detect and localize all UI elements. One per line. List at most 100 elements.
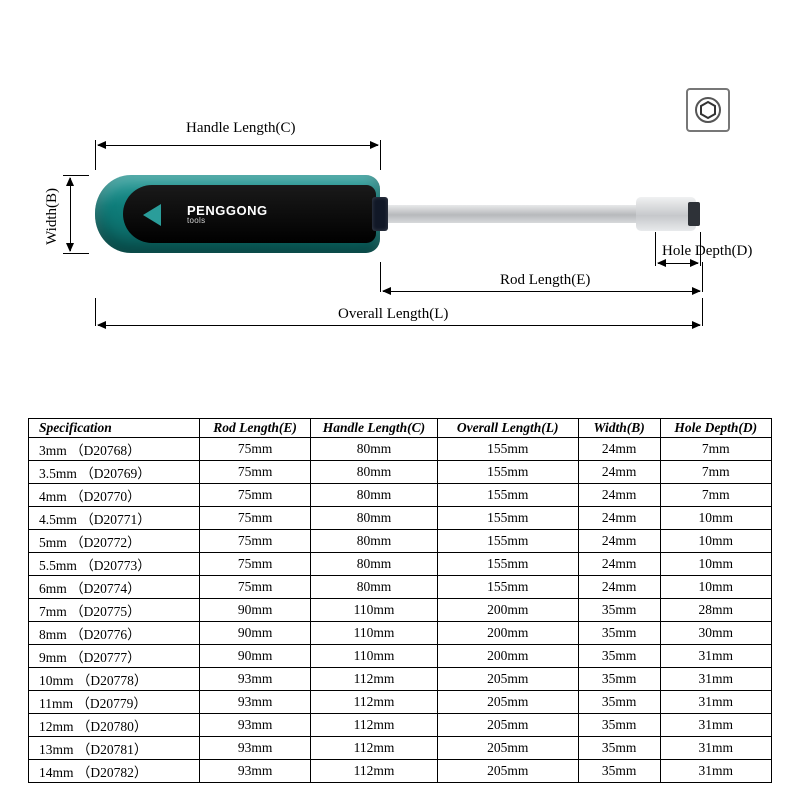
- label-overall-length: Overall Length(L): [338, 306, 448, 323]
- table-row: 5mm （D20772）75mm80mm155mm24mm10mm: [29, 530, 772, 553]
- table-cell: 80mm: [311, 530, 437, 553]
- table-cell: 75mm: [199, 438, 310, 461]
- table-cell: 80mm: [311, 553, 437, 576]
- table-cell: 200mm: [437, 599, 578, 622]
- table-cell: 24mm: [578, 576, 660, 599]
- table-cell: 31mm: [660, 645, 772, 668]
- table-cell: 8mm （D20776）: [29, 622, 200, 645]
- label-handle-length: Handle Length(C): [186, 120, 296, 137]
- arrow-overall-length: [98, 325, 700, 326]
- table-cell: 112mm: [311, 668, 437, 691]
- table-cell: 14mm （D20782）: [29, 760, 200, 783]
- table-cell: 200mm: [437, 645, 578, 668]
- table-cell: 75mm: [199, 461, 310, 484]
- table-cell: 155mm: [437, 438, 578, 461]
- table-cell: 155mm: [437, 553, 578, 576]
- table-cell: 93mm: [199, 760, 310, 783]
- table-cell: 155mm: [437, 461, 578, 484]
- table-cell: 24mm: [578, 507, 660, 530]
- table-cell: 24mm: [578, 484, 660, 507]
- table-cell: 93mm: [199, 668, 310, 691]
- table-row: 14mm （D20782）93mm112mm205mm35mm31mm: [29, 760, 772, 783]
- table-cell: 112mm: [311, 760, 437, 783]
- table-cell: 35mm: [578, 691, 660, 714]
- table-cell: 24mm: [578, 530, 660, 553]
- table-row: 6mm （D20774）75mm80mm155mm24mm10mm: [29, 576, 772, 599]
- table-cell: 35mm: [578, 737, 660, 760]
- table-cell: 4.5mm （D20771）: [29, 507, 200, 530]
- table-cell: 155mm: [437, 576, 578, 599]
- table-cell: 90mm: [199, 599, 310, 622]
- table-cell: 30mm: [660, 622, 772, 645]
- table-row: 3mm （D20768）75mm80mm155mm24mm7mm: [29, 438, 772, 461]
- brand-logo: PENGGONG tools: [187, 203, 268, 225]
- table-cell: 3.5mm （D20769）: [29, 461, 200, 484]
- table-row: 12mm （D20780）93mm112mm205mm35mm31mm: [29, 714, 772, 737]
- table-cell: 24mm: [578, 461, 660, 484]
- table-cell: 31mm: [660, 691, 772, 714]
- table-cell: 75mm: [199, 484, 310, 507]
- table-cell: 3mm （D20768）: [29, 438, 200, 461]
- table-cell: 7mm: [660, 461, 772, 484]
- label-width: Width(B): [44, 188, 61, 245]
- table-cell: 5.5mm （D20773）: [29, 553, 200, 576]
- table-cell: 24mm: [578, 553, 660, 576]
- table-cell: 112mm: [311, 714, 437, 737]
- table-row: 8mm （D20776）90mm110mm200mm35mm30mm: [29, 622, 772, 645]
- table-row: 7mm （D20775）90mm110mm200mm35mm28mm: [29, 599, 772, 622]
- hex-socket-icon: [686, 88, 730, 132]
- table-cell: 80mm: [311, 438, 437, 461]
- table-cell: 80mm: [311, 461, 437, 484]
- table-header-cell: Handle Length(C): [311, 419, 437, 438]
- table-header-row: SpecificationRod Length(E)Handle Length(…: [29, 419, 772, 438]
- table-row: 3.5mm （D20769）75mm80mm155mm24mm7mm: [29, 461, 772, 484]
- table-cell: 110mm: [311, 622, 437, 645]
- table-cell: 205mm: [437, 737, 578, 760]
- table-cell: 13mm （D20781）: [29, 737, 200, 760]
- table-row: 13mm （D20781）93mm112mm205mm35mm31mm: [29, 737, 772, 760]
- table-cell: 5mm （D20772）: [29, 530, 200, 553]
- table-cell: 11mm （D20779）: [29, 691, 200, 714]
- table-cell: 75mm: [199, 576, 310, 599]
- table-cell: 35mm: [578, 599, 660, 622]
- table-cell: 93mm: [199, 714, 310, 737]
- table-cell: 31mm: [660, 737, 772, 760]
- table-cell: 80mm: [311, 576, 437, 599]
- spec-table-wrap: SpecificationRod Length(E)Handle Length(…: [28, 418, 772, 783]
- table-header-cell: Overall Length(L): [437, 419, 578, 438]
- screwdriver-shaft: [378, 205, 638, 223]
- table-row: 4.5mm （D20771）75mm80mm155mm24mm10mm: [29, 507, 772, 530]
- table-cell: 35mm: [578, 714, 660, 737]
- label-hole-depth: Hole Depth(D): [662, 243, 752, 260]
- arrow-rod-length: [383, 291, 700, 292]
- table-cell: 35mm: [578, 760, 660, 783]
- table-cell: 7mm: [660, 484, 772, 507]
- table-header-cell: Specification: [29, 419, 200, 438]
- table-header-cell: Hole Depth(D): [660, 419, 772, 438]
- table-row: 4mm （D20770）75mm80mm155mm24mm7mm: [29, 484, 772, 507]
- spec-table: SpecificationRod Length(E)Handle Length(…: [28, 418, 772, 783]
- table-cell: 75mm: [199, 530, 310, 553]
- table-cell: 75mm: [199, 553, 310, 576]
- table-cell: 75mm: [199, 507, 310, 530]
- table-cell: 7mm: [660, 438, 772, 461]
- table-cell: 112mm: [311, 737, 437, 760]
- table-cell: 12mm （D20780）: [29, 714, 200, 737]
- table-header-cell: Width(B): [578, 419, 660, 438]
- table-cell: 31mm: [660, 714, 772, 737]
- table-row: 9mm （D20777）90mm110mm200mm35mm31mm: [29, 645, 772, 668]
- table-cell: 31mm: [660, 668, 772, 691]
- table-cell: 80mm: [311, 484, 437, 507]
- table-cell: 24mm: [578, 438, 660, 461]
- table-cell: 9mm （D20777）: [29, 645, 200, 668]
- label-rod-length: Rod Length(E): [500, 272, 590, 289]
- table-row: 10mm （D20778）93mm112mm205mm35mm31mm: [29, 668, 772, 691]
- arrow-width: [70, 178, 71, 251]
- table-cell: 93mm: [199, 737, 310, 760]
- table-cell: 110mm: [311, 599, 437, 622]
- table-cell: 6mm （D20774）: [29, 576, 200, 599]
- table-cell: 28mm: [660, 599, 772, 622]
- table-cell: 110mm: [311, 645, 437, 668]
- table-cell: 205mm: [437, 760, 578, 783]
- table-cell: 31mm: [660, 760, 772, 783]
